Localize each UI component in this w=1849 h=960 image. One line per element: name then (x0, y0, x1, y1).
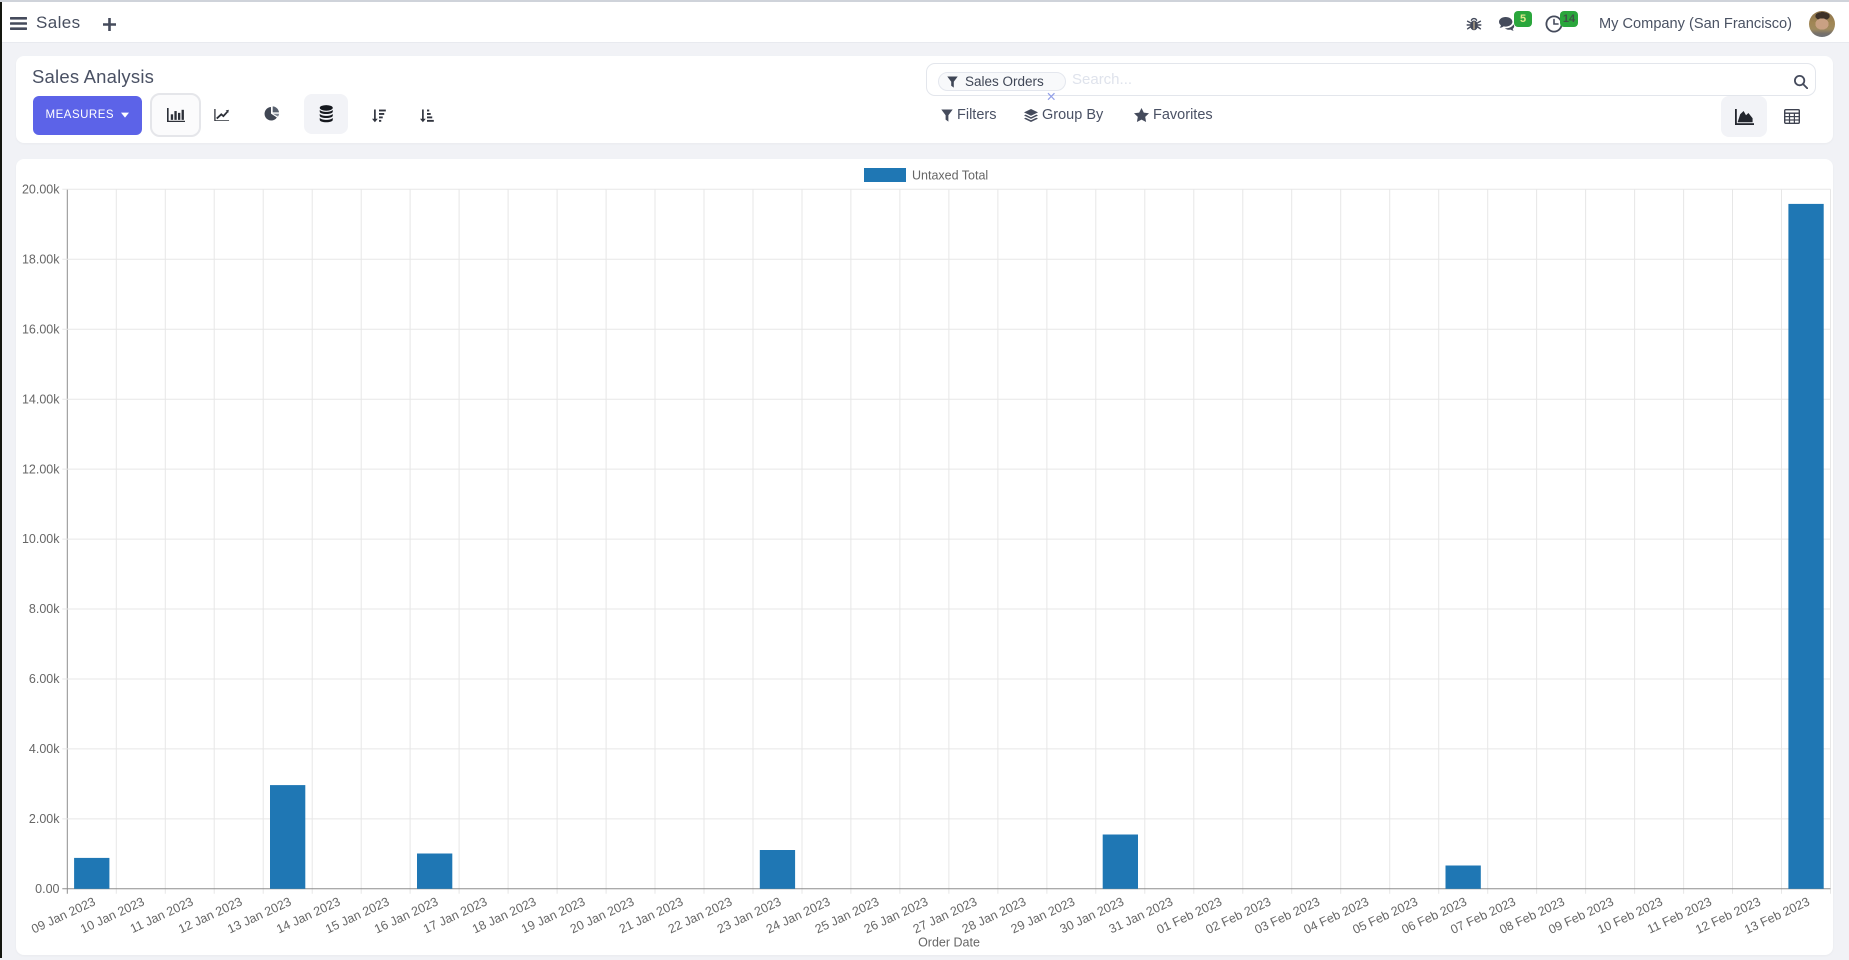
svg-text:6.00k: 6.00k (29, 672, 60, 686)
svg-text:14.00k: 14.00k (22, 392, 60, 406)
svg-text:12.00k: 12.00k (22, 462, 60, 476)
svg-text:4.00k: 4.00k (29, 742, 60, 756)
svg-text:10.00k: 10.00k (22, 532, 60, 546)
svg-text:18.00k: 18.00k (22, 253, 60, 267)
svg-text:2.00k: 2.00k (29, 812, 60, 826)
svg-text:20.00k: 20.00k (22, 183, 60, 197)
svg-text:8.00k: 8.00k (29, 602, 60, 616)
svg-text:0.00: 0.00 (35, 882, 59, 896)
svg-text:Order Date: Order Date (918, 936, 980, 950)
svg-text:Untaxed Total: Untaxed Total (912, 169, 988, 183)
svg-text:16.00k: 16.00k (22, 322, 60, 336)
